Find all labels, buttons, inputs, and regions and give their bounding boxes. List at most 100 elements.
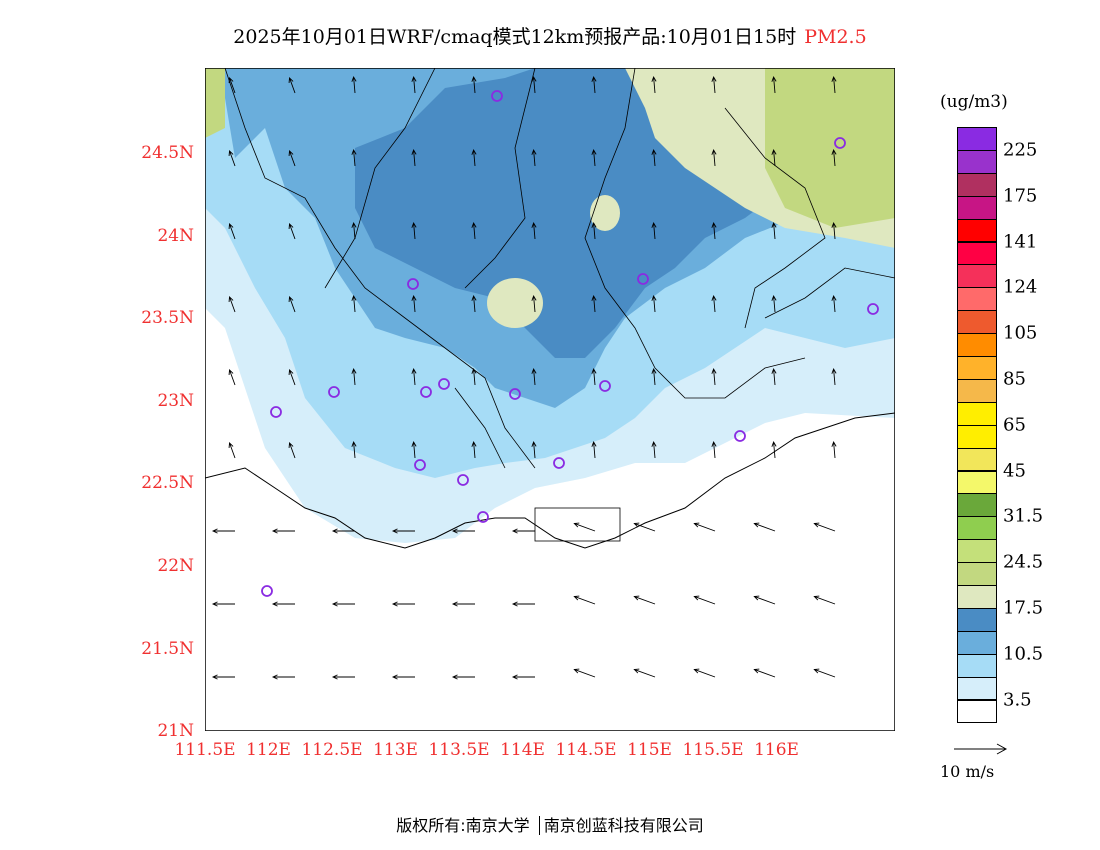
wind-arrow: [288, 222, 296, 240]
wind-arrow: [711, 295, 717, 313]
station-marker: [491, 90, 503, 102]
wind-arrow: [771, 441, 777, 459]
wind-arrow: [351, 222, 357, 240]
wind-arrow: [771, 149, 777, 167]
wind-reference-label: 10 m/s: [940, 762, 995, 781]
colorbar-swatch: [957, 424, 997, 449]
wind-arrow: [331, 601, 355, 607]
wind-arrow: [228, 368, 236, 386]
copyright: 版权所有:南京大学 南京创蓝科技有限公司: [0, 812, 1100, 836]
wind-arrow: [633, 668, 656, 678]
wind-arrow: [411, 441, 417, 459]
wind-arrow: [573, 522, 596, 532]
colorbar-swatch: [957, 149, 997, 174]
lat-tick-label: 21N: [157, 721, 194, 742]
monitoring-stations: [261, 90, 879, 597]
wind-arrow: [211, 674, 235, 680]
colorbar-swatch: [957, 172, 997, 197]
lon-tick-label: 114.5E: [555, 740, 617, 760]
wind-arrow: [651, 441, 657, 459]
colorbar-swatch: [957, 699, 997, 724]
wind-arrows: [211, 76, 837, 680]
wind-arrow: [351, 149, 357, 167]
wind-arrow: [651, 76, 657, 94]
wind-arrow: [531, 149, 537, 167]
wind-arrow: [271, 674, 295, 680]
wind-arrow: [591, 295, 597, 313]
wind-arrow: [331, 528, 355, 534]
colorbar-swatch: [957, 447, 997, 472]
station-marker: [477, 511, 489, 523]
wind-arrow: [511, 601, 535, 607]
wind-arrow: [591, 368, 597, 386]
wind-arrow: [391, 528, 415, 534]
wind-arrow: [633, 522, 656, 532]
station-marker: [599, 380, 611, 392]
wind-arrow: [771, 295, 777, 313]
wind-arrow: [651, 149, 657, 167]
wind-arrow: [288, 76, 296, 94]
station-marker: [261, 585, 273, 597]
wind-arrow: [531, 76, 537, 94]
wind-arrow: [351, 295, 357, 313]
wind-arrow: [591, 76, 597, 94]
wind-arrow: [693, 595, 716, 605]
wind-arrow: [228, 295, 236, 313]
wind-arrow: [693, 522, 716, 532]
colorbar-swatch: [957, 127, 997, 151]
wind-arrow: [693, 668, 716, 678]
wind-arrow: [288, 441, 296, 459]
colorbar-label: 31.5: [1003, 505, 1044, 527]
wind-arrow: [351, 441, 357, 459]
station-marker: [328, 386, 340, 398]
colorbar-label: 17.5: [1003, 597, 1044, 619]
colorbar-label: 225: [1003, 139, 1038, 161]
copyright-right: 南京创蓝科技有限公司: [543, 816, 704, 835]
colorbar-swatch: [957, 607, 997, 632]
title-pollutant: PM2.5: [804, 26, 867, 48]
lat-tick-label: 21.5N: [141, 638, 194, 659]
wind-arrow: [288, 295, 296, 313]
wind-arrow: [771, 76, 777, 94]
lat-tick-label: 22.5N: [141, 473, 194, 494]
lat-tick-label: 22N: [157, 556, 194, 576]
wind-arrow: [591, 149, 597, 167]
wind-arrow: [771, 222, 777, 240]
colorbar-swatch: [957, 356, 997, 380]
wind-arrow: [591, 222, 597, 240]
station-marker: [734, 430, 746, 442]
wind-arrow: [771, 368, 777, 386]
lon-tick-label: 114E: [500, 740, 545, 760]
wind-arrow: [753, 668, 776, 678]
colorbar-label: 141: [1003, 231, 1038, 252]
colorbar-swatch: [957, 333, 997, 357]
wind-arrow: [411, 76, 417, 94]
colorbar-swatch: [957, 378, 997, 403]
wind-arrow: [471, 76, 477, 94]
lat-tick-label: 24.5N: [141, 143, 194, 163]
wind-arrow: [651, 295, 657, 313]
colorbar-label: 10.5: [1003, 643, 1044, 665]
colorbar-swatch: [957, 218, 997, 243]
colorbar-swatch: [957, 310, 997, 335]
station-marker: [438, 378, 450, 390]
wind-arrow: [831, 76, 837, 94]
colorbar-label: 105: [1003, 322, 1038, 344]
colorbar-swatch: [957, 287, 997, 312]
wind-arrow: [831, 368, 837, 386]
title-main: 2025年10月01日WRF/cmaq模式12km预报产品:10月01日15时: [233, 26, 797, 48]
wind-arrow: [211, 601, 235, 607]
wind-arrow: [711, 222, 717, 240]
lon-tick-label: 111.5E: [174, 740, 236, 760]
wind-arrow: [271, 601, 295, 607]
colorbar-label: 24.5: [1003, 551, 1044, 573]
station-marker: [270, 406, 282, 418]
wind-arrow: [813, 522, 836, 532]
wind-arrow: [831, 441, 837, 459]
wind-arrow: [271, 528, 295, 534]
colorbar-swatch: [957, 493, 997, 518]
wind-arrow: [351, 76, 357, 94]
wind-arrow: [288, 368, 296, 386]
lon-tick-label: 112.5E: [301, 740, 363, 760]
colorbar-swatch: [957, 676, 997, 701]
